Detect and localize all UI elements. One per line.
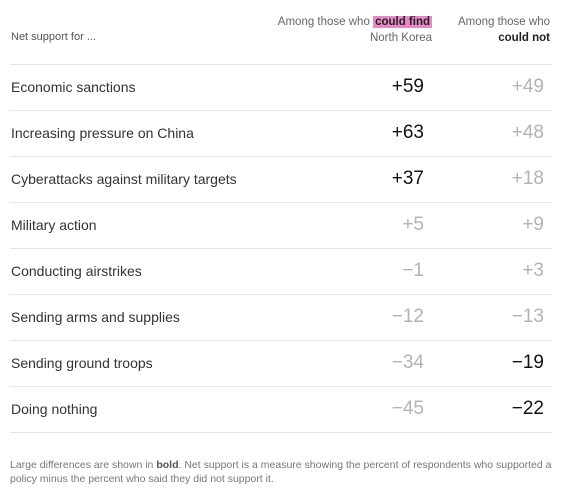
value-could-not: +9 <box>522 214 544 235</box>
row-label: Military action <box>11 217 97 233</box>
value-could-find: +37 <box>391 168 424 189</box>
column-header-could-find: Among those who could find North Korea <box>278 14 432 46</box>
value-could-not: +49 <box>511 76 544 97</box>
column-header-text: Among those who <box>277 16 374 28</box>
value-could-find: +63 <box>391 122 424 143</box>
table-row: Conducting airstrikes −1 +3 <box>10 249 552 295</box>
emphasis-could-not: could not <box>498 32 550 44</box>
footnote-bold-word: bold <box>156 459 179 471</box>
table-header: Net support for ... Among those who coul… <box>10 0 552 65</box>
row-header-label: Net support for ... <box>11 31 96 43</box>
table-row: Cyberattacks against military targets +37… <box>10 157 552 203</box>
row-label: Economic sanctions <box>11 79 136 95</box>
table-row: Sending arms and supplies −12 −13 <box>10 295 552 341</box>
row-label: Doing nothing <box>11 401 98 417</box>
value-could-not: −22 <box>511 398 544 419</box>
column-header-subtext: North Korea <box>369 32 432 44</box>
value-could-find: −45 <box>391 398 424 419</box>
value-could-find: −1 <box>402 260 424 281</box>
value-could-find: −34 <box>391 352 424 373</box>
column-header-could-not: Among those who could not <box>458 14 550 46</box>
value-could-find: +59 <box>391 76 424 97</box>
highlight-could-find: could find <box>373 16 432 28</box>
table-row: Increasing pressure on China +63 +48 <box>10 111 552 157</box>
footnote: Large differences are shown in bold. Net… <box>10 458 555 486</box>
row-label: Conducting airstrikes <box>11 263 142 279</box>
footnote-text: Large differences are shown in <box>10 459 157 471</box>
value-could-find: +5 <box>402 214 424 235</box>
row-label: Sending arms and supplies <box>11 309 180 325</box>
table-row: Sending ground troops −34 −19 <box>10 341 552 387</box>
table-row: Economic sanctions +59 +49 <box>10 65 552 111</box>
row-label: Increasing pressure on China <box>11 125 194 141</box>
value-could-not: +3 <box>522 260 544 281</box>
footnote-text-rest: . Net support is a measure showing the p… <box>10 459 552 485</box>
column-header-text: Among those who <box>457 16 550 28</box>
row-label: Cyberattacks against military targets <box>11 171 237 187</box>
table-row: Military action +5 +9 <box>10 203 552 249</box>
support-table: Net support for ... Among those who coul… <box>10 0 552 433</box>
value-could-not: +48 <box>511 122 544 143</box>
value-could-not: +18 <box>511 168 544 189</box>
value-could-not: −13 <box>511 306 544 327</box>
value-could-find: −12 <box>391 306 424 327</box>
table-row: Doing nothing −45 −22 <box>10 387 552 433</box>
row-label: Sending ground troops <box>11 355 153 371</box>
value-could-not: −19 <box>511 352 544 373</box>
table-body: Economic sanctions +59 +49 Increasing press… <box>10 65 552 433</box>
